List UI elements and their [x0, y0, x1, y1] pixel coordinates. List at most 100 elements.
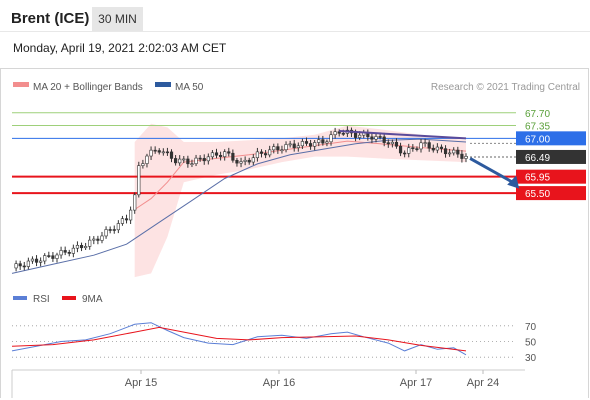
timestamp: Monday, April 19, 2021 2:02:03 AM CET [13, 41, 227, 55]
last-price-label: 66.49 [525, 153, 550, 164]
candle-body [153, 149, 157, 152]
candle-body [157, 150, 161, 153]
candle-body [214, 152, 219, 156]
candle-body [407, 147, 411, 154]
candle-body [202, 158, 206, 162]
candle-body [390, 141, 394, 145]
rsi-tick-label: 30 [525, 353, 537, 364]
candle-body [190, 163, 194, 166]
candle-body [333, 131, 337, 136]
candle-body [55, 254, 59, 259]
candle-body [43, 255, 47, 262]
candle-body [284, 144, 288, 151]
x-axis: Apr 15 Apr 16 Apr 17 Apr 24 [125, 370, 499, 389]
header-divider [0, 31, 590, 32]
candle-body [329, 134, 333, 143]
candle-body [88, 239, 92, 247]
candle-body [174, 158, 178, 164]
candle-body [259, 151, 264, 154]
candle-body [394, 141, 399, 147]
last-price-box [516, 149, 586, 164]
bollinger-band [134, 123, 466, 278]
candle-body [341, 133, 345, 135]
candle-body [227, 151, 231, 154]
timeframe-button[interactable]: 30 MIN [92, 7, 143, 31]
candle-body [231, 152, 235, 161]
chart-frame [0, 68, 589, 398]
support-label: 65.50 [525, 189, 550, 200]
candle-body [317, 139, 321, 143]
candle-body [296, 145, 300, 149]
candle-body [255, 151, 260, 159]
resistance-label: 67.70 [525, 109, 550, 120]
candle-body [186, 158, 190, 165]
candle-body [59, 250, 63, 256]
candle-body [104, 229, 108, 237]
candle-body [75, 245, 80, 249]
rsi-legend-swatch [13, 296, 27, 300]
candle-body [382, 136, 386, 143]
candle-body [321, 139, 325, 144]
candle-body [47, 255, 51, 257]
ma50-legend-swatch [155, 82, 171, 87]
candle-body [14, 263, 18, 269]
resistance-label: 67.35 [525, 122, 550, 133]
candle-body [304, 141, 309, 144]
projection-arrow-head [507, 175, 520, 189]
candle-body [439, 146, 444, 149]
support-label: 65.95 [525, 173, 550, 184]
candle-body [448, 152, 452, 155]
candle-body [243, 159, 247, 162]
candle-body [137, 165, 141, 196]
candle-body [96, 238, 100, 241]
candle-body [398, 145, 403, 154]
candle-body [308, 143, 313, 147]
candle-body [235, 159, 239, 164]
candle-body [435, 146, 439, 151]
candle-body [34, 258, 39, 263]
candle-body [456, 149, 460, 155]
candle-body [22, 265, 26, 268]
rsi-legend-label: RSI [33, 294, 50, 305]
x-tick-label: Apr 16 [263, 377, 295, 389]
candle-body [161, 151, 165, 154]
candle-body [112, 229, 116, 231]
candle-body [133, 194, 137, 211]
candle-body [403, 152, 407, 155]
candle-body [30, 258, 35, 262]
rsi-ma-line [11, 326, 467, 352]
candle-body [325, 141, 329, 144]
candle-body [145, 155, 149, 164]
candle-body [92, 238, 96, 241]
candle-body [411, 147, 415, 150]
candle-body [206, 156, 210, 162]
candle-body [452, 149, 456, 154]
candle-body [300, 141, 304, 147]
candle-body [443, 148, 448, 155]
ma20-legend-swatch [13, 82, 29, 87]
candle-body [464, 156, 468, 159]
pivot-label: 67.00 [525, 134, 550, 145]
ma20-legend-label: MA 20 + Bollinger Bands [33, 82, 143, 93]
candle-body [18, 263, 22, 267]
pivot-label-box [516, 131, 586, 146]
research-credit: Research © 2021 Trading Central [431, 82, 580, 93]
candle-body [263, 153, 268, 156]
candle-body [288, 143, 292, 146]
annotations [339, 130, 520, 189]
support-label-box [516, 169, 586, 184]
candle-body [141, 163, 145, 166]
rsi-ma-legend-label: 9MA [82, 294, 103, 305]
candle-body [198, 157, 202, 160]
candle-body [358, 134, 362, 138]
candle-body [182, 158, 186, 161]
candle-body [194, 157, 198, 165]
candle-body [120, 218, 125, 224]
candle-body [26, 260, 30, 267]
candle-body [292, 143, 296, 149]
x-tick-label: Apr 15 [125, 377, 157, 389]
candle-body [247, 159, 251, 163]
ma50-legend-label: MA 50 [175, 82, 204, 93]
